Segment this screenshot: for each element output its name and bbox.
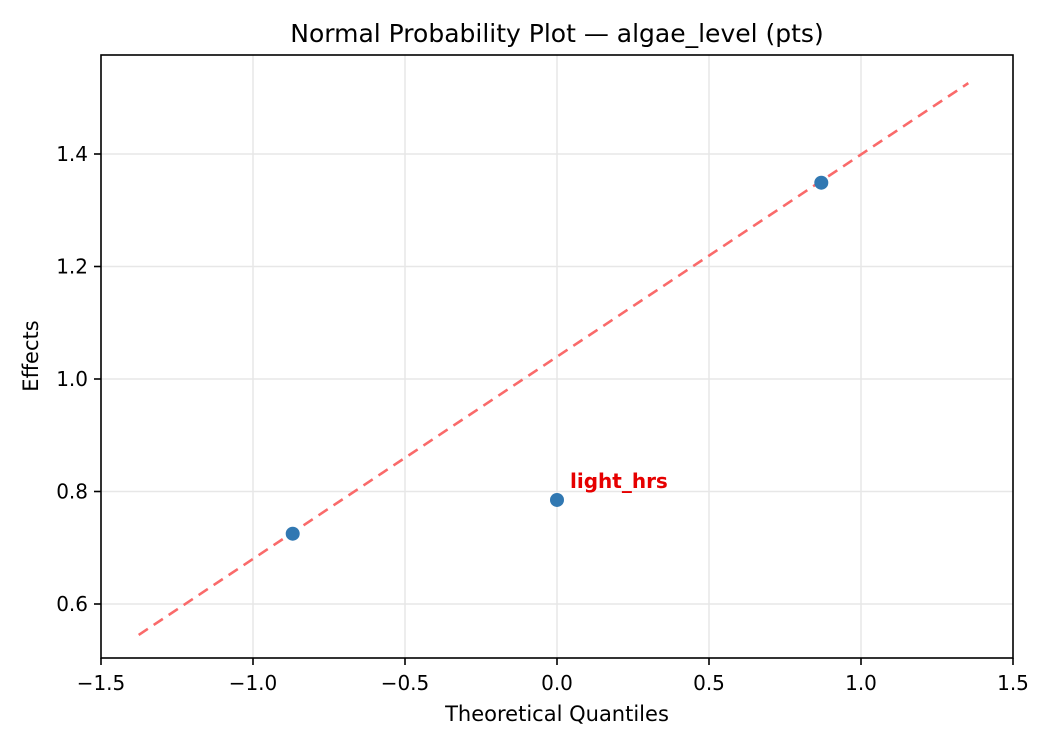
- x-axis-label: Theoretical Quantiles: [445, 702, 669, 726]
- chart-title: Normal Probability Plot — algae_level (p…: [290, 19, 824, 48]
- y-tick-label: 1.4: [56, 142, 88, 166]
- x-tick-label: −0.5: [381, 671, 430, 695]
- x-tick-label: 1.0: [845, 671, 877, 695]
- x-tick-label: −1.5: [77, 671, 126, 695]
- data-point: [814, 175, 829, 190]
- y-tick-label: 0.6: [56, 592, 88, 616]
- point-annotation: light_hrs: [570, 468, 668, 493]
- reference-line: [137, 82, 970, 637]
- x-tick-label: −1.0: [229, 671, 278, 695]
- y-tick-label: 1.2: [56, 255, 88, 279]
- data-point: [550, 492, 564, 507]
- x-tick-label: 0.0: [541, 671, 573, 695]
- y-tick-label: 0.8: [56, 480, 88, 504]
- y-axis-label: Effects: [19, 320, 43, 392]
- y-tick-label: 1.0: [56, 367, 88, 391]
- x-tick-label: 1.5: [997, 671, 1029, 695]
- x-tick-label: 0.5: [693, 671, 725, 695]
- data-point: [285, 526, 300, 541]
